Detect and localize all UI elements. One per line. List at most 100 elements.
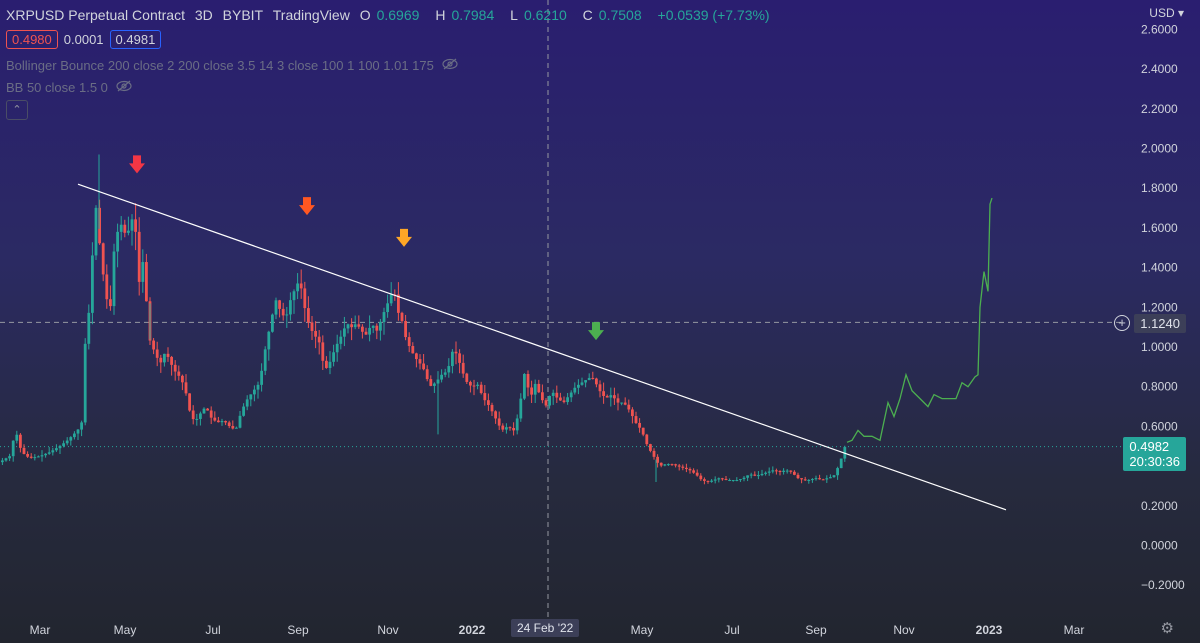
indicator-bb[interactable]: BB 50 close 1.5 0 — [6, 80, 132, 95]
time-tick-label: 2023 — [976, 623, 1003, 637]
candle-down — [541, 392, 544, 401]
price-axis[interactable]: 2.6000 2.4000 2.2000 2.0000 1.8000 1.6000 1.40… — [1141, 22, 1185, 592]
candle-up — [515, 418, 519, 431]
candle-down — [670, 464, 674, 466]
collapse-legend-button[interactable]: ⌃ — [6, 100, 28, 120]
candle-up — [242, 406, 245, 416]
candle-down — [231, 426, 235, 429]
candle-down — [101, 243, 105, 275]
candle-down — [613, 395, 616, 399]
close-key: C — [582, 7, 593, 23]
price-tick-label: 2.6000 — [1141, 22, 1178, 36]
candle-down — [677, 465, 681, 467]
candle-down — [695, 472, 699, 476]
symbol-legend: XRPUSD Perpetual Contract 3D BYBIT Tradi… — [6, 7, 776, 23]
buy-button[interactable]: 0.4981 — [109, 30, 162, 49]
candle-down — [616, 398, 620, 403]
chevron-down-icon: ▾ — [1177, 6, 1184, 20]
candle-down — [227, 422, 231, 427]
candle-down — [22, 447, 26, 454]
candle-down — [602, 391, 605, 396]
candle-up — [476, 384, 479, 386]
symbol-name[interactable]: XRPUSD Perpetual Contract — [6, 7, 185, 23]
last-price-value: 0.4982 — [1129, 439, 1170, 454]
candle-down — [638, 422, 641, 428]
candle-down — [173, 364, 177, 372]
low-key: L — [510, 7, 518, 23]
candle-down — [469, 381, 472, 386]
candle-up — [839, 458, 843, 469]
candle-up — [371, 325, 375, 328]
time-axis[interactable]: Mar May Jul Sep Nov 2022 May Jul Sep Nov 2023 Mar — [30, 623, 1085, 637]
candle-up — [832, 475, 836, 478]
candle-up — [580, 382, 584, 385]
candle-down — [627, 404, 631, 410]
time-tick-label: 2022 — [459, 623, 486, 637]
interval-label[interactable]: 3D — [194, 7, 213, 23]
candle-up — [1, 460, 4, 463]
candle-up — [713, 479, 717, 481]
candle-up — [548, 395, 551, 406]
candle-down — [526, 373, 530, 388]
candle-down — [314, 330, 317, 337]
source-label: TradingView — [272, 7, 350, 23]
candle-down — [184, 382, 188, 394]
candle-down — [501, 425, 505, 430]
currency-selector[interactable]: USD ▾ — [1149, 6, 1184, 20]
open-key: O — [359, 7, 371, 23]
candle-up — [73, 433, 76, 438]
candle-up — [256, 384, 260, 390]
close-value: 0.7508 — [598, 7, 642, 23]
candle-down — [512, 427, 515, 431]
candle-down — [98, 207, 101, 244]
add-alert-icon[interactable]: + — [1114, 315, 1130, 331]
candle-up — [728, 479, 731, 481]
candle-down — [775, 470, 778, 472]
eye-hidden-icon[interactable] — [116, 80, 132, 92]
candle-down — [109, 299, 112, 307]
candle-up — [127, 230, 130, 233]
candle-up — [87, 312, 91, 344]
candle-up — [771, 470, 775, 472]
candle-up — [829, 477, 832, 479]
candle-down — [145, 262, 148, 302]
candle-down — [213, 417, 217, 421]
arrow-shape — [396, 228, 412, 247]
candle-down — [217, 420, 220, 423]
candle-down — [641, 427, 645, 435]
candle-down — [605, 395, 609, 398]
candle-up — [433, 383, 436, 386]
projection-path — [846, 197, 993, 443]
candle-down — [483, 393, 487, 401]
price-tick-label: 2.4000 — [1141, 62, 1178, 76]
time-tick-label: Mar — [1064, 623, 1085, 637]
trade-panel: 0.4980 0.0001 0.4981 — [6, 30, 162, 49]
eye-hidden-icon[interactable] — [442, 58, 458, 70]
candle-up — [328, 361, 332, 368]
high-key: H — [435, 7, 446, 23]
candle-down — [177, 371, 181, 376]
candle-down — [307, 308, 310, 323]
sell-button[interactable]: 0.4980 — [6, 30, 58, 49]
candle-down — [134, 219, 137, 232]
candle-down — [209, 410, 213, 418]
candle-down — [685, 467, 688, 470]
candle-down — [656, 456, 659, 463]
candle-up — [339, 336, 343, 344]
crosshair-date-label: 24 Feb '22 — [511, 619, 580, 637]
candle-down — [361, 326, 364, 332]
candle-up — [620, 402, 623, 404]
exchange-label: BYBIT — [222, 7, 264, 23]
candle-down — [479, 384, 483, 394]
candle-down — [159, 357, 163, 363]
price-tick-label: 0.0000 — [1141, 539, 1178, 553]
gear-icon[interactable]: ⚙ — [1160, 620, 1174, 637]
candle-down — [321, 342, 325, 361]
candle-down — [357, 324, 361, 327]
candle-up — [199, 413, 202, 419]
candle-down — [303, 288, 307, 309]
indicator-bollinger-bounce[interactable]: Bollinger Bounce 200 close 2 200 close 3… — [6, 58, 458, 73]
candle-up — [573, 387, 577, 393]
candle-up — [285, 314, 289, 316]
